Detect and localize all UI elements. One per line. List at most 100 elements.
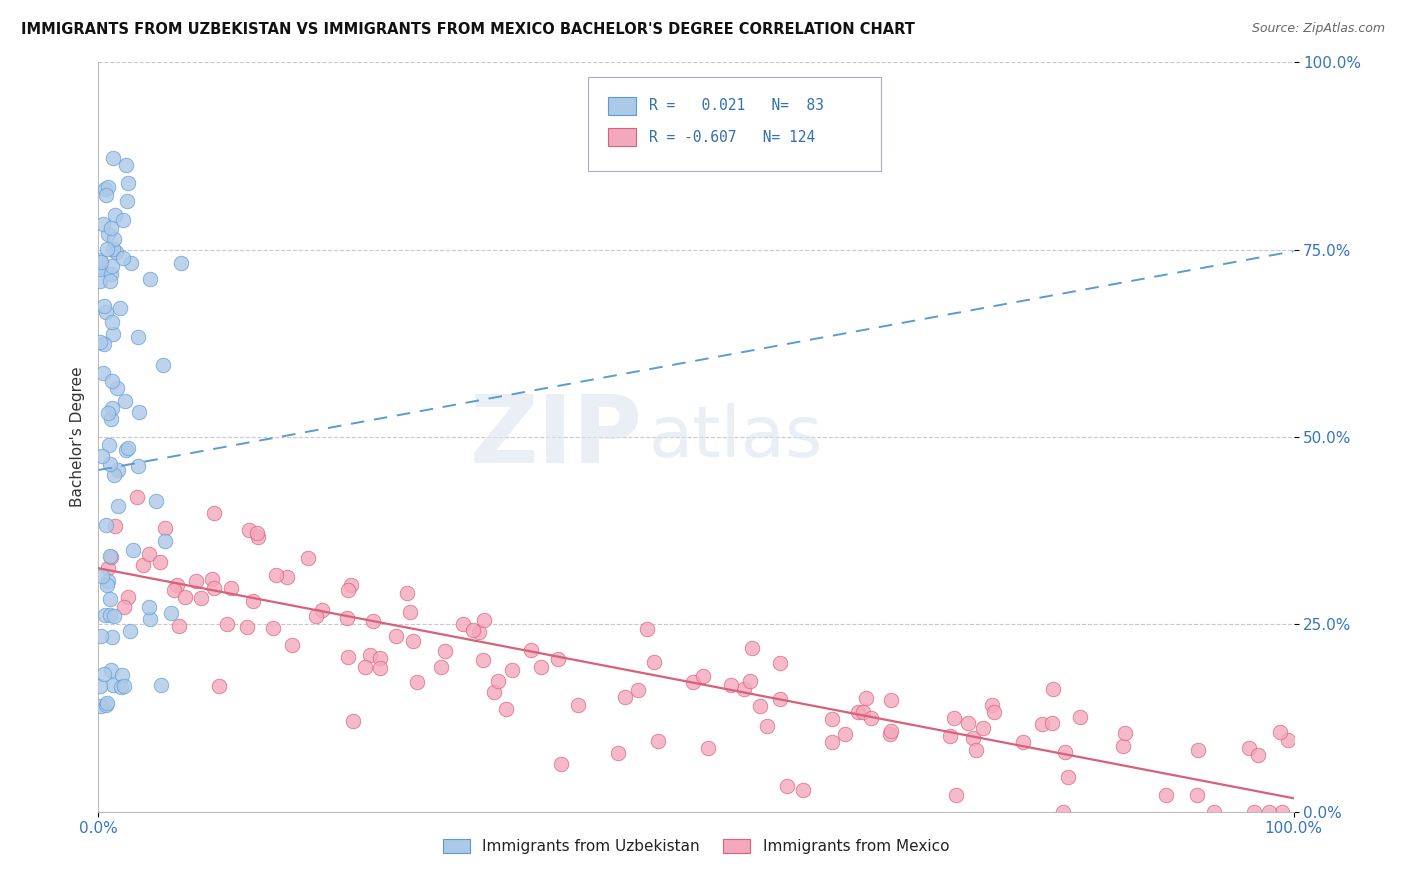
- Point: [100, 549, 122, 564]
- Point: [101, 315, 124, 329]
- Point: [98, 591, 121, 606]
- Point: [128, 405, 150, 419]
- Point: [139, 271, 162, 285]
- Point: [89, 252, 111, 267]
- Point: [111, 213, 134, 227]
- Point: [163, 583, 186, 598]
- Point: [97, 179, 120, 194]
- Point: [495, 702, 517, 716]
- Point: [108, 301, 131, 315]
- Point: [311, 602, 333, 616]
- Point: [96, 578, 118, 592]
- Point: [159, 607, 181, 621]
- Point: [117, 441, 139, 455]
- Point: [98, 549, 121, 564]
- Point: [859, 711, 882, 725]
- FancyBboxPatch shape: [607, 128, 637, 146]
- Point: [94, 608, 117, 623]
- Point: [748, 698, 770, 713]
- Point: [1187, 788, 1209, 802]
- Point: [89, 274, 111, 288]
- Point: [89, 255, 111, 269]
- Point: [91, 217, 114, 231]
- Point: [104, 209, 127, 223]
- Point: [1257, 805, 1279, 819]
- Point: [405, 675, 427, 690]
- Point: [368, 651, 391, 665]
- Point: [169, 256, 191, 270]
- Point: [91, 449, 114, 463]
- Point: [1277, 733, 1299, 747]
- Point: [962, 731, 984, 745]
- Point: [100, 457, 122, 471]
- Point: [94, 188, 117, 202]
- Point: [97, 227, 120, 241]
- Point: [834, 726, 856, 740]
- Point: [957, 716, 980, 731]
- Point: [152, 358, 174, 372]
- Point: [155, 534, 177, 549]
- Point: [100, 268, 122, 282]
- Point: [103, 326, 125, 341]
- Point: [127, 330, 149, 344]
- Point: [149, 678, 172, 692]
- Point: [453, 617, 475, 632]
- Point: [1031, 717, 1053, 731]
- Point: [399, 605, 422, 619]
- Point: [385, 629, 408, 643]
- Point: [738, 673, 761, 688]
- Point: [246, 526, 269, 541]
- Text: atlas: atlas: [648, 402, 823, 472]
- Point: [395, 586, 418, 600]
- Point: [852, 705, 875, 719]
- Point: [741, 641, 763, 656]
- Point: [276, 570, 298, 584]
- Point: [1246, 747, 1268, 762]
- Point: [139, 612, 162, 626]
- Point: [98, 608, 121, 623]
- Point: [90, 629, 112, 643]
- Point: [1069, 710, 1091, 724]
- Point: [118, 624, 141, 638]
- Point: [486, 673, 509, 688]
- Point: [94, 182, 117, 196]
- Point: [966, 742, 988, 756]
- Point: [1114, 725, 1136, 739]
- Point: [430, 659, 453, 673]
- Point: [1243, 805, 1265, 819]
- Point: [981, 698, 1004, 713]
- Point: [90, 569, 112, 583]
- Point: [942, 711, 965, 725]
- Point: [101, 401, 124, 415]
- Point: [340, 578, 363, 592]
- Point: [138, 599, 160, 614]
- Point: [1040, 715, 1063, 730]
- Point: [242, 593, 264, 607]
- Point: [697, 741, 720, 756]
- Point: [755, 718, 778, 732]
- Text: R =   0.021   N=  83: R = 0.021 N= 83: [650, 98, 824, 113]
- Point: [484, 685, 506, 699]
- Text: ZIP: ZIP: [470, 391, 643, 483]
- Point: [167, 619, 190, 633]
- Point: [939, 729, 962, 743]
- Point: [112, 251, 135, 265]
- FancyBboxPatch shape: [607, 97, 637, 115]
- Point: [114, 393, 136, 408]
- Point: [792, 783, 814, 797]
- Point: [501, 663, 523, 677]
- Point: [1268, 725, 1291, 739]
- Point: [117, 590, 139, 604]
- Point: [105, 381, 128, 395]
- Point: [336, 582, 359, 597]
- Point: [96, 698, 118, 712]
- Point: [879, 726, 901, 740]
- Point: [1154, 789, 1177, 803]
- Point: [104, 245, 127, 260]
- Point: [104, 518, 127, 533]
- Point: [547, 652, 569, 666]
- Point: [103, 678, 125, 692]
- Point: [720, 678, 742, 692]
- Point: [880, 693, 903, 707]
- Point: [880, 724, 903, 739]
